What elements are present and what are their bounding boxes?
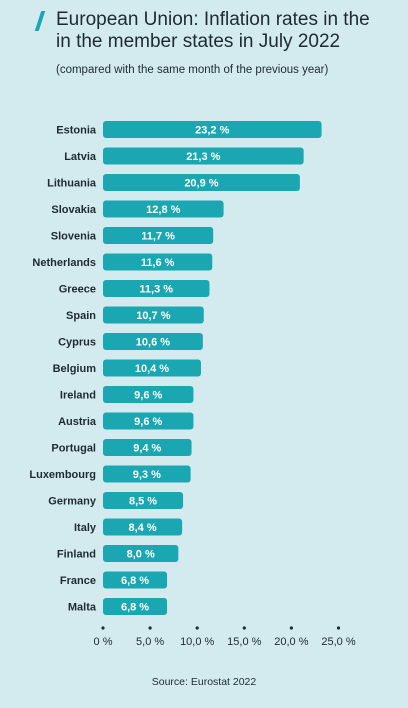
- bar-italy: [103, 518, 183, 536]
- x-tick-dot-25: [336, 626, 341, 630]
- category-label-cyprus: Cyprus: [58, 337, 96, 349]
- category-label-netherlands: Netherlands: [32, 257, 96, 269]
- x-tick-label-15: 15,0 %: [227, 636, 261, 648]
- value-label-belgium: 10,4 %: [135, 363, 169, 375]
- bar-slovenia: [103, 227, 214, 244]
- value-label-cyprus: 10,6 %: [136, 337, 170, 349]
- x-tick-dot-10: [195, 626, 199, 630]
- bar-austria: [103, 412, 194, 430]
- value-label-ireland: 9,6 %: [134, 390, 162, 402]
- category-label-portugal: Portugal: [51, 443, 96, 455]
- category-label-ireland: Ireland: [60, 390, 96, 402]
- category-label-malta: Malta: [68, 602, 97, 614]
- value-label-luxembourg: 9,3 %: [133, 469, 161, 481]
- bar-netherlands: [103, 253, 213, 271]
- source-note: Source: Eurostat 2022: [151, 676, 257, 688]
- bar-finland: [103, 545, 179, 562]
- bar-belgium: [103, 359, 201, 377]
- value-label-finland: 8,0 %: [127, 549, 155, 561]
- value-label-netherlands: 11,6 %: [141, 257, 175, 269]
- value-label-slovenia: 11,7 %: [141, 231, 175, 243]
- category-label-estonia: Estonia: [56, 125, 97, 137]
- category-label-spain: Spain: [66, 310, 96, 322]
- chart-subtitle: (compared with the same month of the pre…: [56, 64, 329, 76]
- category-label-italy: Italy: [74, 522, 97, 534]
- bar-greece: [103, 280, 210, 297]
- x-tick-label-25: 25,0 %: [321, 636, 355, 648]
- value-label-malta: 6,8 %: [121, 602, 149, 614]
- bar-germany: [103, 492, 184, 509]
- x-tick-label-10: 10,0 %: [180, 636, 214, 648]
- title-line-2: in the member states in July 2022: [56, 31, 341, 52]
- x-tick-dot-0: [101, 626, 105, 630]
- value-label-portugal: 9,4 %: [133, 443, 161, 455]
- value-label-austria: 9,6 %: [134, 416, 162, 428]
- category-label-slovenia: Slovenia: [51, 231, 97, 243]
- category-label-luxembourg: Luxembourg: [29, 469, 96, 481]
- x-tick-dot-15: [242, 626, 246, 630]
- category-label-france: France: [60, 575, 96, 587]
- x-tick-label-0: 0 %: [94, 636, 113, 648]
- value-label-latvia: 21,3 %: [186, 151, 220, 163]
- value-label-lithuania: 20,9 %: [184, 178, 218, 190]
- bar-portugal: [103, 439, 192, 456]
- value-label-estonia: 23,2 %: [195, 125, 229, 137]
- value-label-spain: 10,7 %: [136, 310, 170, 322]
- bar-france: [103, 571, 168, 589]
- category-label-latvia: Latvia: [64, 151, 97, 163]
- chart-title: European Union: Inflation rates in the i…: [56, 9, 401, 53]
- bar-lithuania: [103, 174, 300, 191]
- bar-cyprus: [103, 333, 203, 350]
- value-label-greece: 11,3 %: [139, 284, 173, 296]
- category-label-belgium: Belgium: [53, 363, 97, 375]
- bar-malta: [103, 598, 168, 615]
- bar-estonia: [103, 121, 322, 138]
- bar-latvia: [103, 147, 304, 165]
- title-line-1: European Union: Inflation rates in the: [56, 9, 370, 30]
- x-tick-dot-20: [289, 626, 293, 630]
- category-label-finland: Finland: [57, 549, 96, 561]
- value-label-germany: 8,5 %: [129, 496, 157, 508]
- value-label-slovakia: 12,8 %: [146, 204, 180, 216]
- bar-spain: [103, 306, 204, 324]
- category-label-germany: Germany: [48, 496, 97, 508]
- bar-ireland: [103, 386, 194, 403]
- bar-slovakia: [103, 200, 224, 218]
- value-label-italy: 8,4 %: [128, 522, 156, 534]
- category-label-greece: Greece: [59, 284, 96, 296]
- x-tick-label-5: 5,0 %: [136, 636, 164, 648]
- x-tick-label-20: 20,0 %: [274, 636, 308, 648]
- bar-luxembourg: [103, 465, 191, 483]
- category-label-lithuania: Lithuania: [47, 178, 97, 190]
- category-label-austria: Austria: [58, 416, 97, 428]
- value-label-france: 6,8 %: [121, 575, 149, 587]
- category-label-slovakia: Slovakia: [51, 204, 97, 216]
- bar-chart: Estonia 23,2 % Latvia 21,3 % Lithuania 20,9 %…: [29, 121, 356, 648]
- x-tick-dot-5: [148, 626, 152, 630]
